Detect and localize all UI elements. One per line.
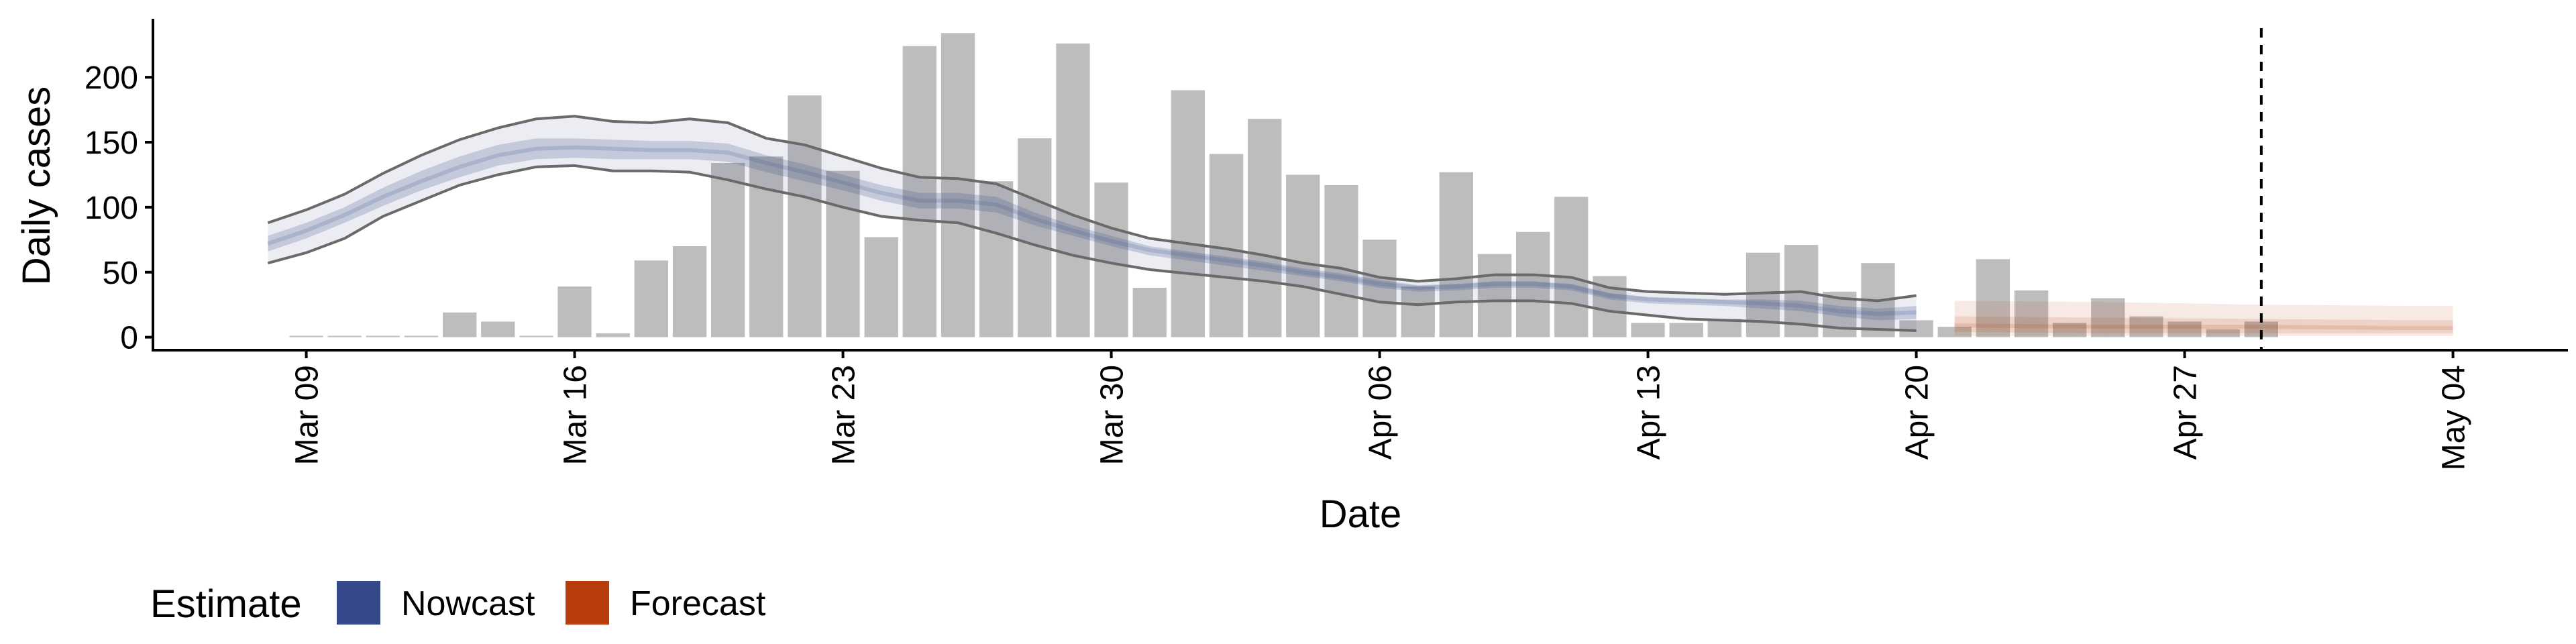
case-bar [1209,154,1244,337]
case-bar [864,237,898,337]
nowcast-lower90-edge [267,164,1917,332]
y-axis-title: Daily cases [15,87,58,286]
case-bar [1018,138,1052,337]
case-bar [1171,90,1205,337]
case-bar [404,335,439,337]
case-bar [2167,321,2202,337]
case-bar [1554,197,1589,337]
case-bar [902,46,936,337]
case-bar [634,260,668,337]
observed-bars [289,33,2278,337]
case-bar [2053,323,2087,337]
case-bar [1976,259,2010,337]
legend-label-forecast: Forecast [630,584,766,623]
nowcast-series [267,115,1917,332]
case-bar [289,335,323,337]
case-bar [1516,231,1550,337]
y-ticks: 0 50 100 150 200 [85,60,153,356]
case-bar [672,246,707,337]
x-ticks: Mar 09 Mar 16 Mar 23 Mar 30 Apr 06 Apr 13 Apr … [290,350,2472,470]
case-bar [1707,319,1741,337]
case-bar [788,95,822,337]
x-tick-label: Apr 20 [1900,365,1935,460]
case-bar [1439,172,1473,337]
case-bar [481,321,515,337]
y-tick-label: 150 [85,125,138,161]
legend-swatch-forecast [566,581,609,625]
x-tick-label: Apr 13 [1631,365,1667,460]
x-tick-label: Mar 30 [1095,365,1130,465]
forecast-series [1954,301,2453,336]
nowcast-band-50 [268,138,1917,321]
x-tick-label: Apr 27 [2168,365,2204,460]
legend-title: Estimate [150,582,302,626]
nowcast-upper90-edge [267,115,1917,303]
case-bar [1324,185,1358,337]
x-axis-title: Date [1320,492,1402,536]
case-bar [2206,329,2240,337]
case-bar [443,312,477,337]
case-bar [1286,174,1320,337]
forecast-median-line [1954,323,2453,331]
x-tick-label: Mar 16 [558,365,594,465]
case-bar [366,335,400,337]
case-bar [2091,298,2125,337]
legend: Estimate Nowcast Forecast [150,581,766,626]
axes: 0 50 100 150 200 Mar 09 Mar 16 Mar 23 Mar 30 Apr… [85,19,2568,470]
x-tick-label: Mar 09 [290,365,325,465]
y-tick-label: 200 [85,60,138,96]
case-bar [1899,320,1933,337]
x-tick-label: Apr 06 [1363,365,1399,460]
y-tick-label: 0 [120,321,138,356]
case-bar [327,335,362,337]
x-tick-label: Mar 23 [826,365,862,465]
case-bar [1401,286,1435,337]
case-bar [979,181,1014,337]
nowcast-band-90 [268,116,1917,331]
legend-swatch-nowcast [337,581,380,625]
case-bar [1669,323,1703,337]
forecast-band-90 [1954,301,2453,336]
case-bar [2244,321,2278,337]
case-bar [1132,288,1167,337]
x-tick-label: May 04 [2436,365,2472,470]
case-bar [826,170,860,337]
case-bar [2014,290,2049,337]
case-bar [519,335,553,337]
nowcast-median-line [267,145,1917,316]
case-bar [596,333,630,337]
case-bar [941,33,975,337]
y-tick-label: 100 [85,191,138,226]
case-bar [2129,316,2163,337]
case-bar [557,286,592,337]
case-bar [1937,327,1972,337]
case-bar [1593,276,1627,337]
case-bar [1362,239,1397,337]
plot-area [267,28,2453,350]
case-bar [711,163,745,337]
legend-label-nowcast: Nowcast [401,584,535,623]
forecast-band-50 [1954,316,2453,333]
case-bar [1248,119,1282,337]
case-bar [1056,43,1090,337]
y-tick-label: 50 [103,256,138,291]
case-bar [1477,254,1512,337]
case-bar [1631,323,1665,337]
